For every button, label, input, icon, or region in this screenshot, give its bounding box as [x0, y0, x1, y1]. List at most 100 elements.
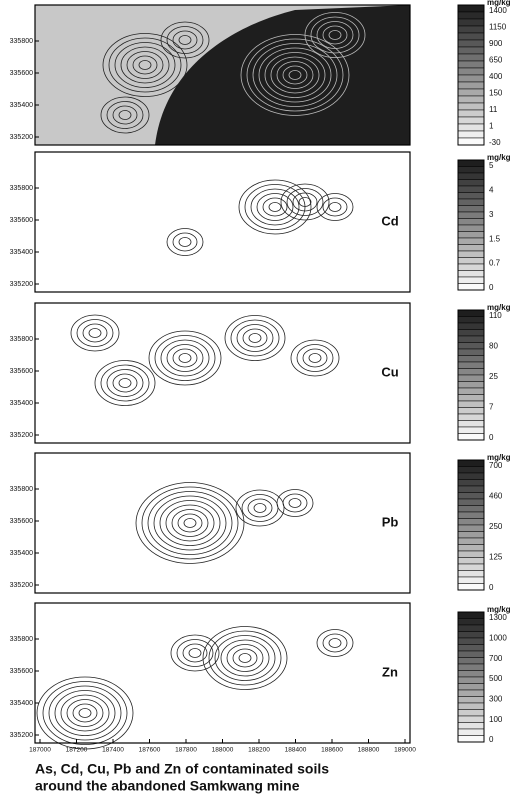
legend-swatch: [457, 25, 485, 34]
legend-label: 1400: [489, 6, 507, 15]
element-label: Cd: [381, 213, 398, 228]
contour: [70, 314, 120, 352]
map-frame: [34, 4, 411, 146]
legend-swatch: [457, 505, 485, 513]
contour: [166, 344, 204, 372]
legend-swatch: [457, 348, 485, 356]
contour: [126, 51, 164, 79]
contour: [135, 482, 245, 564]
legend-swatch: [457, 368, 485, 376]
legend-frame: [457, 159, 485, 291]
x-tick-label: 187800: [175, 747, 197, 754]
contour: [183, 518, 197, 528]
legend-unit: mg/kg: [487, 0, 511, 7]
map-panel: [34, 151, 411, 293]
map-panel: [34, 302, 411, 444]
contour: [232, 648, 258, 668]
map-background: [35, 453, 410, 593]
legend-unit: mg/kg: [487, 453, 511, 462]
legend-swatch: [457, 498, 485, 506]
legend-swatch: [457, 583, 485, 591]
contour: [112, 105, 138, 125]
legend-swatch: [457, 361, 485, 369]
contour: [268, 202, 282, 212]
contour: [258, 47, 332, 103]
contour: [250, 188, 300, 226]
legend-swatch: [457, 159, 485, 167]
contour: [100, 96, 150, 134]
legend-label: 125: [489, 553, 503, 562]
contour: [240, 34, 350, 116]
legend-swatch: [457, 172, 485, 180]
legend-label: 0: [489, 283, 494, 292]
contour: [100, 364, 150, 402]
legend-label: 25: [489, 372, 498, 381]
contour: [208, 630, 282, 686]
contour: [236, 324, 274, 352]
contour: [316, 629, 354, 657]
element-label: Zn: [382, 664, 398, 679]
y-tick-label: 335400: [10, 249, 33, 256]
y-tick-label: 335200: [10, 582, 33, 589]
legend-swatch: [457, 670, 485, 678]
legend-swatch: [457, 198, 485, 206]
contour: [170, 634, 220, 672]
legend-swatch: [457, 735, 485, 743]
legend-swatch: [457, 231, 485, 239]
contour: [141, 486, 239, 560]
contour: [230, 319, 280, 357]
contour: [153, 495, 227, 551]
x-tick-label: 187400: [102, 747, 124, 754]
contour: [282, 493, 308, 513]
contour: [118, 378, 132, 388]
contour: [178, 237, 192, 247]
legend-label: 0: [489, 583, 494, 592]
legend-swatch: [457, 67, 485, 76]
legend-unit: mg/kg: [487, 303, 511, 312]
legend-swatch: [457, 413, 485, 421]
y-tick-label: 335800: [10, 636, 33, 643]
legend-swatch: [457, 709, 485, 717]
contour: [276, 61, 314, 89]
legend-swatch: [457, 335, 485, 343]
legend-swatch: [457, 400, 485, 408]
legend-frame: [457, 611, 485, 743]
contour: [106, 369, 144, 397]
legend-swatch: [457, 557, 485, 565]
legend-swatch: [457, 702, 485, 710]
contour: [282, 65, 308, 85]
contour: [160, 21, 210, 59]
contour: [178, 353, 192, 363]
x-tick-label: 187600: [139, 747, 161, 754]
legend-swatch: [457, 472, 485, 480]
map-panel: [34, 4, 411, 146]
legend-swatch: [457, 479, 485, 487]
legend-label: 650: [489, 56, 503, 65]
contour: [242, 328, 268, 348]
contour: [308, 353, 322, 363]
legend-label: 1000: [489, 633, 507, 642]
contour: [188, 648, 202, 658]
legend-swatch: [457, 728, 485, 736]
contour: [172, 232, 198, 252]
y-tick-label: 335400: [10, 700, 33, 707]
contour: [322, 633, 348, 653]
contour: [76, 319, 114, 347]
legend-swatch: [457, 576, 485, 584]
legend-swatch: [457, 518, 485, 526]
contour: [328, 638, 342, 648]
legend-frame: [457, 459, 485, 591]
legend-label: 150: [489, 89, 503, 98]
contour: [288, 70, 302, 80]
element-label: Cu: [381, 364, 398, 379]
legend-swatch: [457, 53, 485, 62]
legend-swatch: [457, 179, 485, 187]
legend-label: 900: [489, 39, 503, 48]
contour: [252, 43, 338, 107]
contour: [262, 197, 288, 217]
legend-swatch: [457, 342, 485, 350]
legend-swatch: [457, 39, 485, 48]
contour: [177, 513, 203, 533]
